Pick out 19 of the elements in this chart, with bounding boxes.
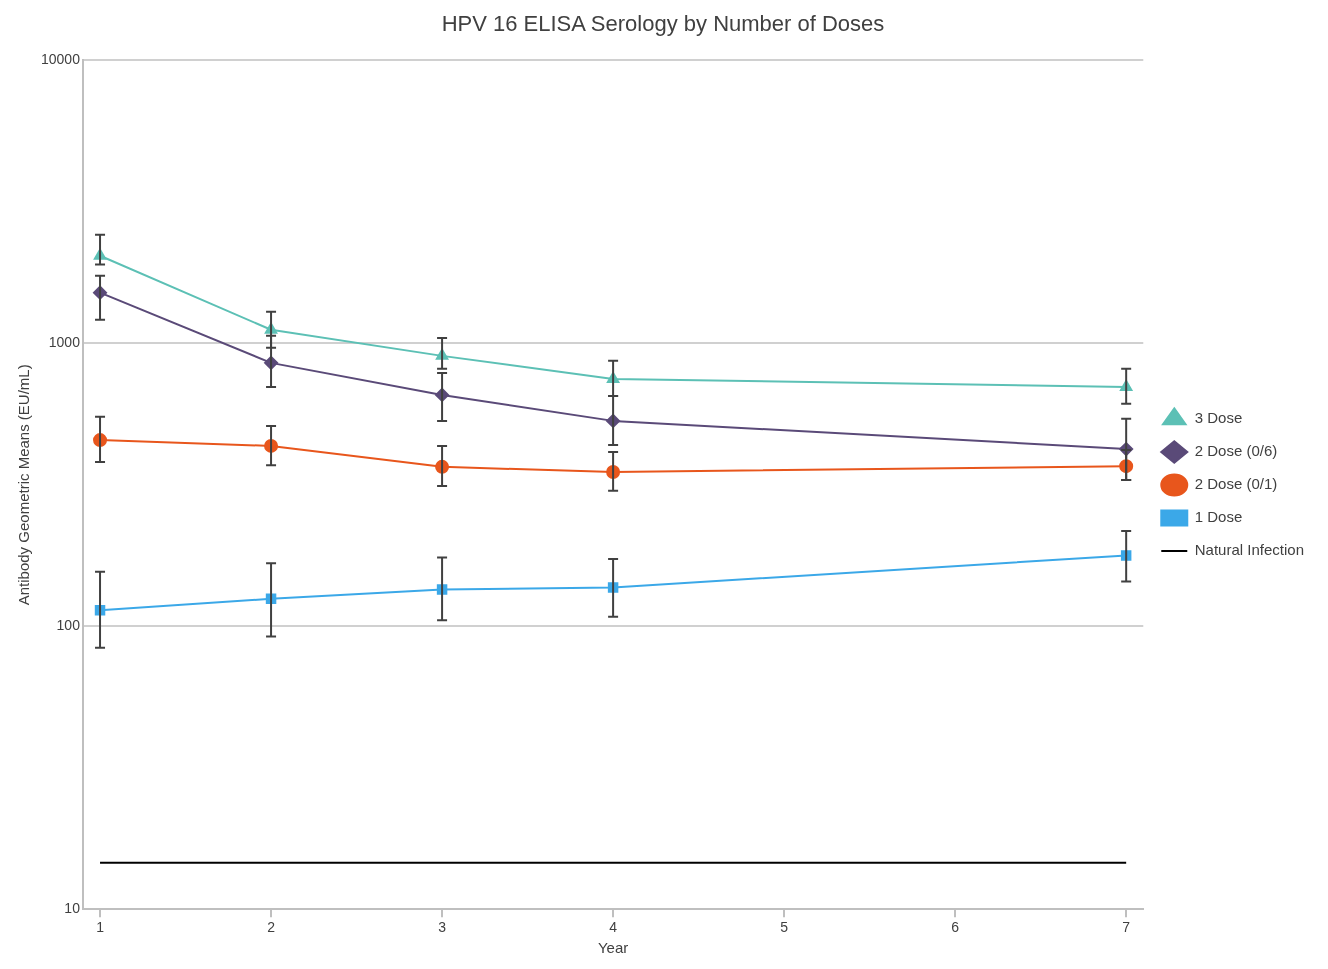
x-tick-label: 5: [780, 919, 789, 936]
x-tick-label: 6: [951, 919, 960, 936]
y-tick-label: 10: [64, 900, 81, 917]
x-axis-title: Year: [597, 939, 629, 957]
y-axis-title: Antibody Geometric Means (EU/mL): [15, 364, 33, 606]
x-tick-label: 2: [267, 919, 276, 936]
legend-label: Natural Infection: [1194, 541, 1305, 559]
legend-label: 2 Dose (0/1): [1194, 475, 1278, 493]
legend-label: 1 Dose: [1194, 508, 1243, 526]
chart-title: HPV 16 ELISA Serology by Number of Doses: [441, 11, 885, 37]
x-tick-label: 1: [96, 919, 105, 936]
legend-label: 2 Dose (0/6): [1194, 442, 1278, 460]
y-tick-label: 1000: [48, 334, 81, 351]
x-tick-label: 3: [438, 919, 447, 936]
x-tick-label: 4: [609, 919, 618, 936]
y-tick-label: 10000: [40, 51, 81, 68]
y-tick-label: 100: [56, 617, 81, 634]
legend-label: 3 Dose: [1194, 409, 1243, 427]
x-tick-label: 7: [1122, 919, 1131, 936]
